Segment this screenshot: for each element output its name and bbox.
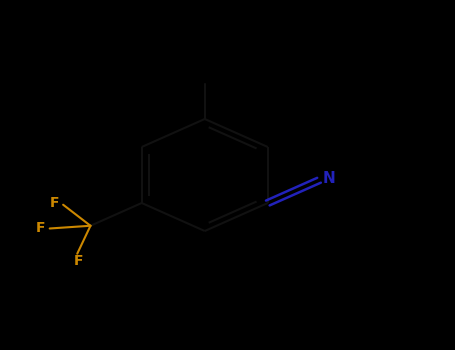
Text: F: F bbox=[73, 254, 83, 268]
Text: F: F bbox=[36, 222, 46, 236]
Text: F: F bbox=[50, 196, 60, 210]
Text: N: N bbox=[323, 171, 335, 186]
